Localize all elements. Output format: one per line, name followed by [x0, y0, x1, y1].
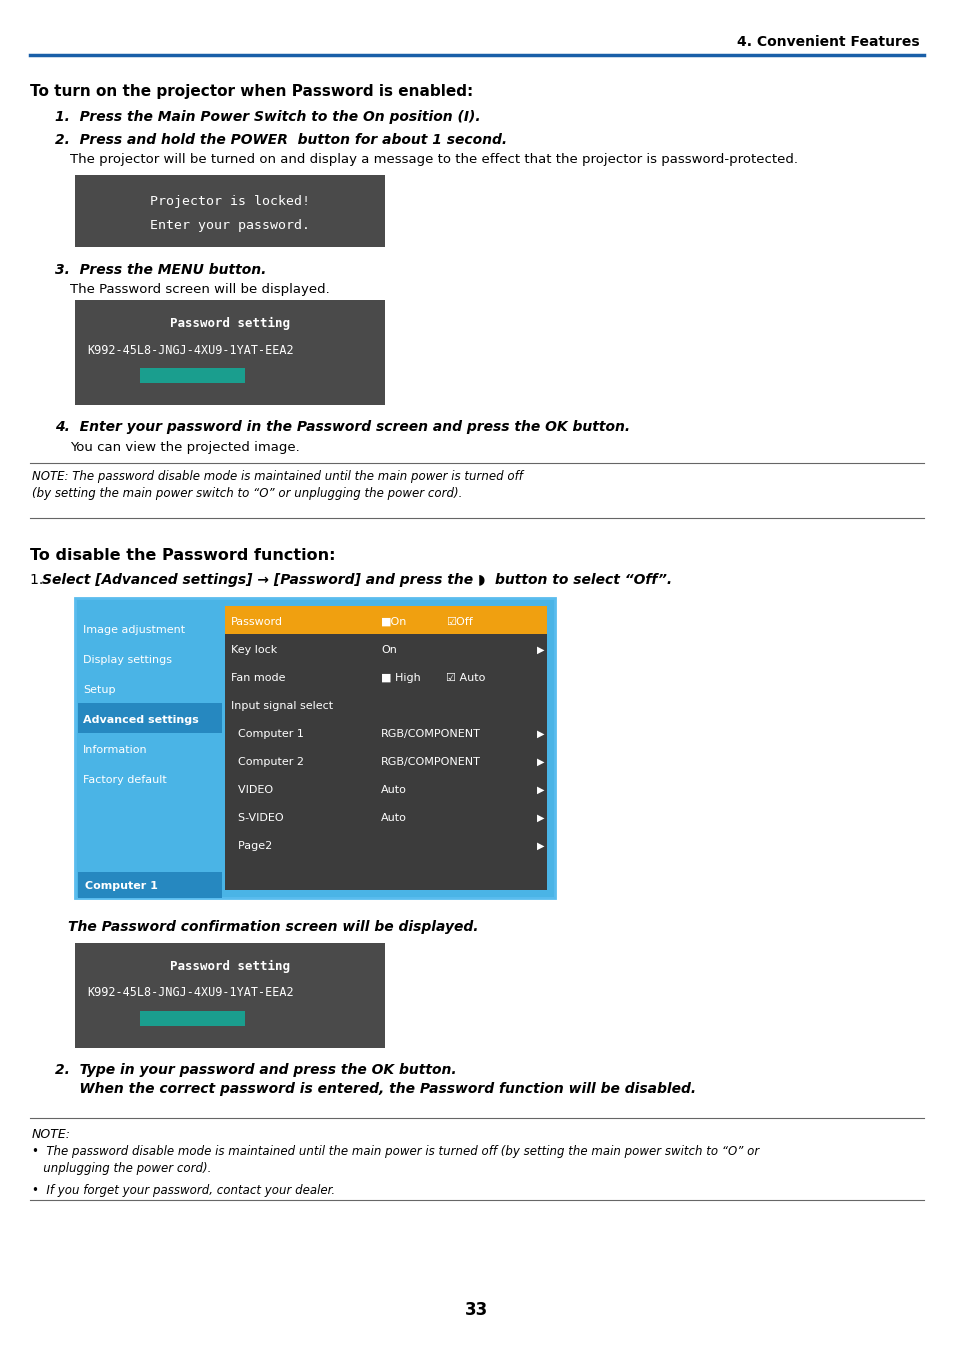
Text: NOTE: The password disable mode is maintained until the main power is turned off: NOTE: The password disable mode is maint… [32, 470, 522, 500]
Text: RGB/COMPONENT: RGB/COMPONENT [380, 758, 480, 767]
Text: Fan mode: Fan mode [231, 673, 285, 683]
Text: Password setting: Password setting [170, 960, 290, 972]
Bar [140, 368, 245, 383]
Text: ☑Off: ☑Off [446, 617, 473, 627]
Bar [78, 872, 222, 898]
Text: NOTE:: NOTE: [32, 1128, 71, 1140]
Text: RGB/COMPONENT: RGB/COMPONENT [380, 729, 480, 739]
Text: ▶: ▶ [537, 729, 544, 739]
Text: Auto: Auto [380, 813, 406, 824]
Text: 1.: 1. [30, 573, 48, 586]
Bar [78, 704, 222, 733]
Text: •  If you forget your password, contact your dealer.: • If you forget your password, contact y… [32, 1184, 335, 1197]
Text: Key lock: Key lock [231, 644, 277, 655]
Text: Enter your password.: Enter your password. [150, 218, 310, 232]
Text: Select [Advanced settings] → [Password] and press the ◗  button to select “Off”.: Select [Advanced settings] → [Password] … [42, 573, 672, 586]
Text: Image adjustment: Image adjustment [83, 625, 185, 635]
Text: ■ High: ■ High [380, 673, 420, 683]
Bar [75, 175, 385, 247]
Text: Display settings: Display settings [83, 655, 172, 665]
Text: To turn on the projector when Password is enabled:: To turn on the projector when Password i… [30, 84, 473, 98]
Bar [75, 599, 555, 898]
Text: Projector is locked!: Projector is locked! [150, 194, 310, 208]
Text: Factory default: Factory default [83, 775, 167, 785]
Text: When the correct password is entered, the Password function will be disabled.: When the correct password is entered, th… [55, 1082, 696, 1096]
Text: 2.  Type in your password and press the OK button.: 2. Type in your password and press the O… [55, 1064, 456, 1077]
Bar [225, 628, 546, 890]
Text: VIDEO: VIDEO [231, 785, 273, 795]
Bar [225, 607, 546, 634]
Text: ▶: ▶ [537, 785, 544, 795]
Text: The Password screen will be displayed.: The Password screen will be displayed. [70, 283, 330, 297]
Text: Advanced settings: Advanced settings [83, 714, 198, 725]
Text: On: On [380, 644, 396, 655]
Text: Computer 2: Computer 2 [231, 758, 304, 767]
Text: To disable the Password function:: To disable the Password function: [30, 549, 335, 563]
Text: Page2: Page2 [231, 841, 272, 851]
Text: ■On: ■On [380, 617, 407, 627]
Text: 2.  Press and hold the POWER  button for about 1 second.: 2. Press and hold the POWER button for a… [55, 133, 507, 147]
Text: Password setting: Password setting [170, 317, 290, 329]
Text: Auto: Auto [380, 785, 406, 795]
Text: ▶: ▶ [537, 841, 544, 851]
Text: 1.  Press the Main Power Switch to the On position (I).: 1. Press the Main Power Switch to the On… [55, 111, 480, 124]
Text: ▶: ▶ [537, 813, 544, 824]
Text: •  The password disable mode is maintained until the main power is turned off (b: • The password disable mode is maintaine… [32, 1144, 759, 1175]
Text: ▶: ▶ [537, 644, 544, 655]
Text: ☑ Auto: ☑ Auto [446, 673, 485, 683]
Text: The Password confirmation screen will be displayed.: The Password confirmation screen will be… [68, 919, 478, 934]
Text: You can view the projected image.: You can view the projected image. [70, 441, 299, 454]
Text: Information: Information [83, 745, 148, 755]
Text: Password: Password [231, 617, 283, 627]
Text: Computer 1: Computer 1 [85, 882, 157, 891]
Text: ▶: ▶ [537, 758, 544, 767]
Text: 4.  Enter your password in the Password screen and press the OK button.: 4. Enter your password in the Password s… [55, 421, 630, 434]
Text: 4. Convenient Features: 4. Convenient Features [737, 35, 919, 49]
Text: 3.  Press the MENU button.: 3. Press the MENU button. [55, 263, 266, 276]
Text: Setup: Setup [83, 685, 115, 696]
Text: 33: 33 [465, 1301, 488, 1318]
Bar [140, 1011, 245, 1026]
Bar [75, 301, 385, 404]
Text: Computer 1: Computer 1 [231, 729, 304, 739]
Bar [75, 944, 385, 1047]
Text: Input signal select: Input signal select [231, 701, 333, 710]
Text: K992-45L8-JNGJ-4XU9-1YAT-EEA2: K992-45L8-JNGJ-4XU9-1YAT-EEA2 [87, 987, 294, 999]
Text: The projector will be turned on and display a message to the effect that the pro: The projector will be turned on and disp… [70, 154, 797, 166]
Text: K992-45L8-JNGJ-4XU9-1YAT-EEA2: K992-45L8-JNGJ-4XU9-1YAT-EEA2 [87, 344, 294, 356]
Text: S-VIDEO: S-VIDEO [231, 813, 283, 824]
